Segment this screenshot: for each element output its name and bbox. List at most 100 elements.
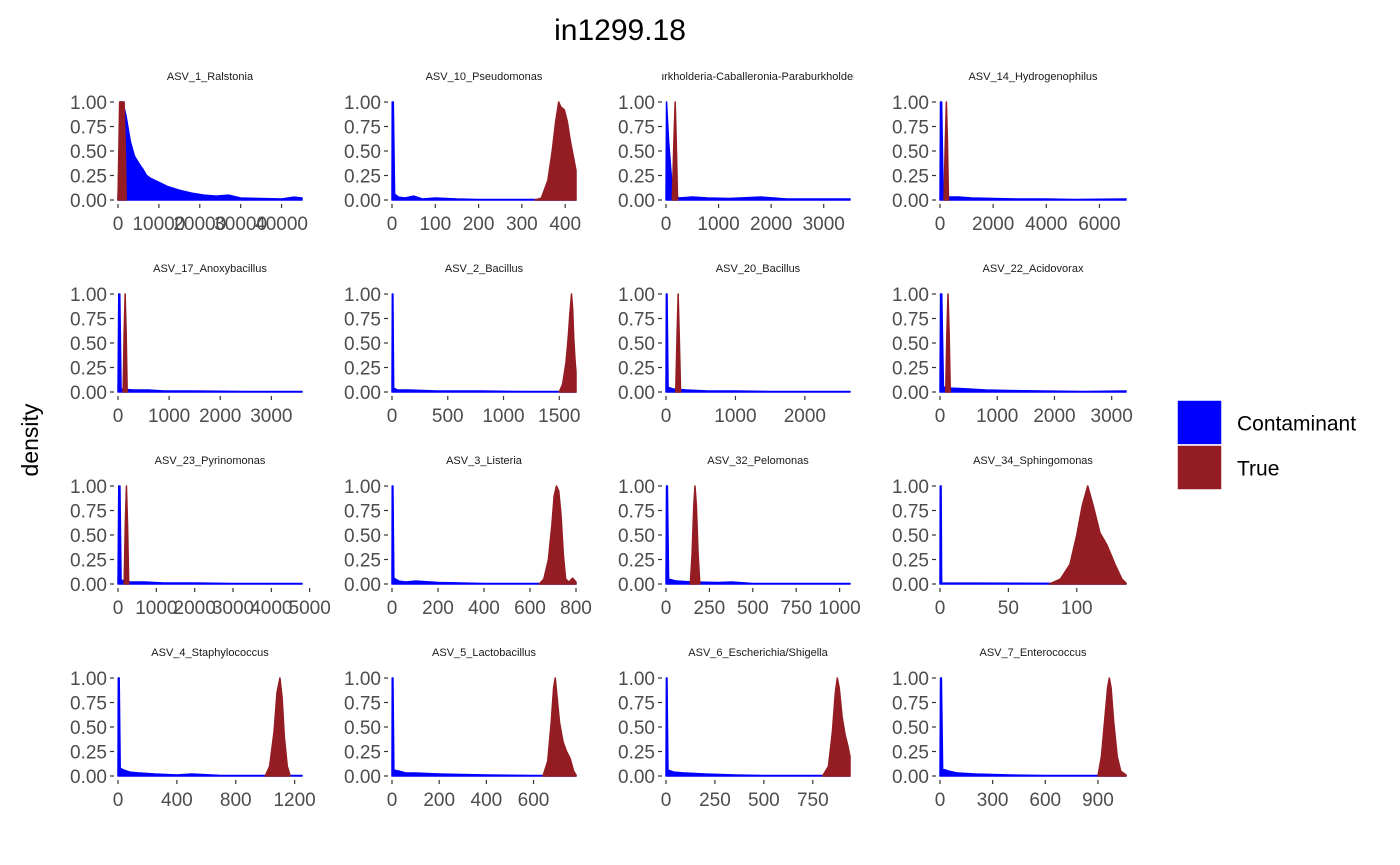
y-tick-label: 0.00 — [892, 767, 929, 788]
panel-asv-23-pyrinomonas: ASV_23_Pyrinomonas 0.00 0.25 0.50 0.75 1.00 0 1… — [70, 455, 331, 619]
panel-asv-10-pseudomonas: ASV_10_Pseudomonas 0.00 0.25 0.50 0.75 1.00 0 1… — [344, 71, 581, 235]
legend-label: Contaminant — [1237, 413, 1356, 436]
x-tick-label: 500 — [748, 790, 780, 811]
x-tick-label: 3000 — [212, 598, 254, 619]
density-area-contaminant — [939, 677, 1127, 777]
x-tick-label: 300 — [506, 214, 538, 235]
x-tick-label: 250 — [694, 598, 726, 619]
y-tick-label: 0.50 — [618, 142, 655, 163]
density-area-true — [122, 293, 128, 393]
y-tick-label: 0.25 — [892, 167, 929, 188]
x-tick-label: 4000 — [1025, 214, 1067, 235]
y-axis-label: density — [17, 403, 43, 476]
x-tick-label: 400 — [161, 790, 193, 811]
panel-asv-1-ralstonia: ASV_1_Ralstonia 0.00 0.25 0.50 0.75 1.00 0 1000… — [70, 71, 308, 235]
density-area-true — [821, 677, 851, 777]
y-tick-label: 0.75 — [70, 310, 107, 331]
panel-asv-34-sphingomonas: ASV_34_Sphingomonas 0.00 0.25 0.50 0.75 1.00 0… — [892, 455, 1127, 619]
y-tick-label: 0.75 — [344, 310, 381, 331]
x-tick-label: 2000 — [174, 598, 216, 619]
y-tick-label: 0.00 — [344, 383, 381, 404]
legend-label: True — [1237, 458, 1279, 481]
y-tick-label: 0.75 — [344, 118, 381, 139]
y-tick-label: 0.25 — [618, 551, 655, 572]
density-area-true — [1048, 485, 1127, 585]
panel-strip-label: ASV_17_Anoxybacillus — [153, 263, 267, 275]
panel-asv-5-lactobacillus: ASV_5_Lactobacillus 0.00 0.25 0.50 0.75 1.00 0… — [344, 647, 577, 811]
y-tick-label: 0.50 — [618, 718, 655, 739]
density-area-true — [558, 293, 577, 393]
y-tick-label: 0.00 — [70, 575, 107, 596]
x-tick-label: 3000 — [1091, 406, 1133, 427]
y-tick-label: 0.75 — [70, 118, 107, 139]
density-area-contaminant — [665, 485, 851, 585]
y-tick-label: 0.75 — [892, 310, 929, 331]
y-tick-label: 0.75 — [618, 694, 655, 715]
panel-asv-17-anoxybacillus: ASV_17_Anoxybacillus 0.00 0.25 0.50 0.75 1.00… — [70, 263, 303, 427]
y-tick-label: 0.25 — [892, 743, 929, 764]
y-tick-label: 0.00 — [892, 383, 929, 404]
y-tick-label: 1.00 — [344, 93, 381, 114]
panel-strip-label: ASV_23_Pyrinomonas — [155, 455, 266, 467]
y-tick-label: 1.00 — [70, 669, 107, 690]
y-tick-label: 0.50 — [344, 526, 381, 547]
panel-strip-label: ASV_14_Hydrogenophilus — [968, 71, 1098, 83]
panel-strip-label: ASV_34_Sphingomonas — [973, 455, 1093, 467]
y-tick-label: 0.75 — [618, 310, 655, 331]
y-tick-label: 0.00 — [70, 767, 107, 788]
x-tick-label: 20000 — [173, 214, 226, 235]
x-tick-label: 0 — [935, 790, 946, 811]
y-tick-label: 0.25 — [70, 167, 107, 188]
y-tick-label: 1.00 — [70, 93, 107, 114]
panel-strip-label: ASV_2_Bacillus — [445, 263, 524, 275]
density-area-true — [674, 293, 682, 393]
y-tick-label: 0.75 — [618, 502, 655, 523]
y-tick-label: 0.50 — [618, 334, 655, 355]
x-tick-label: 400 — [549, 214, 581, 235]
y-tick-label: 1.00 — [892, 669, 929, 690]
y-tick-label: 0.75 — [70, 502, 107, 523]
y-tick-label: 0.25 — [892, 359, 929, 380]
density-area-contaminant — [939, 293, 1127, 393]
x-tick-label: 0 — [387, 598, 398, 619]
legend-entry-true: True — [1176, 444, 1279, 491]
y-tick-label: 0.25 — [344, 551, 381, 572]
y-tick-label: 0.75 — [892, 694, 929, 715]
panel-asv-6-escherichia-shigella: ASV_6_Escherichia/Shigella 0.00 0.25 0.50 0.… — [618, 647, 851, 811]
y-tick-label: 1.00 — [618, 669, 655, 690]
panel-asv-2-bacillus: ASV_2_Bacillus 0.00 0.25 0.50 0.75 1.00 0 500 10… — [344, 263, 580, 427]
x-tick-label: 5000 — [289, 598, 331, 619]
density-area-true — [538, 485, 577, 585]
x-tick-label: 500 — [432, 406, 464, 427]
x-tick-label: 2000 — [750, 214, 792, 235]
panel-asv-7-enterococcus: ASV_7_Enterococcus 0.00 0.25 0.50 0.75 1.00 0 3… — [892, 647, 1127, 811]
y-tick-label: 1.00 — [344, 285, 381, 306]
y-tick-label: 0.50 — [344, 718, 381, 739]
y-tick-label: 0.50 — [344, 142, 381, 163]
y-tick-label: 1.00 — [70, 477, 107, 498]
x-tick-label: 0 — [661, 214, 672, 235]
panel-strip-label: ASV_22_Acidovorax — [983, 263, 1084, 275]
x-tick-label: 2000 — [972, 214, 1014, 235]
y-tick-label: 0.00 — [892, 575, 929, 596]
y-tick-label: 0.50 — [892, 142, 929, 163]
y-tick-label: 0.25 — [344, 167, 381, 188]
x-tick-label: 3000 — [250, 406, 292, 427]
y-tick-label: 0.50 — [70, 718, 107, 739]
panel-asv-4-staphylococcus: ASV_4_Staphylococcus 0.00 0.25 0.50 0.75 1.00… — [70, 647, 316, 811]
x-tick-label: 10000 — [132, 214, 185, 235]
x-tick-label: 0 — [935, 214, 946, 235]
legend-key — [1176, 399, 1223, 446]
y-tick-label: 1.00 — [344, 669, 381, 690]
x-tick-label: 40000 — [255, 214, 308, 235]
x-tick-label: 400 — [471, 790, 503, 811]
y-tick-label: 0.00 — [618, 383, 655, 404]
x-tick-label: 1000 — [135, 598, 177, 619]
x-tick-label: 2000 — [1033, 406, 1075, 427]
chart-title: in1299.18 — [554, 14, 686, 47]
y-tick-label: 0.75 — [344, 502, 381, 523]
y-tick-label: 0.75 — [344, 694, 381, 715]
panel-strip-label: ASV_3_Listeria — [446, 455, 523, 467]
x-tick-label: 0 — [935, 406, 946, 427]
